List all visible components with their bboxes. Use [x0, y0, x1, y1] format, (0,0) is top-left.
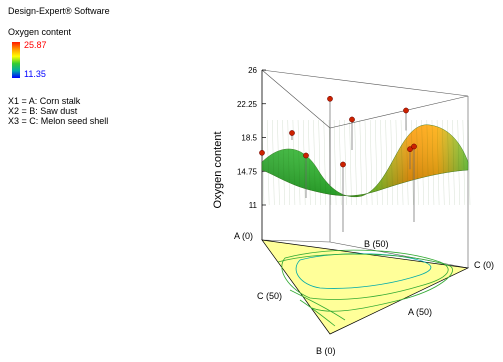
mesh-line — [380, 119, 383, 206]
z-tick-label: 18.5 — [241, 134, 257, 143]
mesh-line — [411, 119, 414, 206]
z-axis-label: Oxygen content — [212, 131, 224, 208]
legend-title: Oxygen content — [8, 27, 72, 37]
mesh-line — [359, 119, 362, 206]
mesh-line — [385, 119, 388, 206]
mesh-line — [344, 119, 347, 206]
design-point — [327, 95, 333, 102]
mesh-line — [452, 119, 455, 206]
mesh-line — [370, 119, 373, 206]
design-point — [259, 149, 265, 156]
z-tick-label: 11 — [249, 201, 258, 210]
mesh-line — [447, 119, 450, 206]
factor-list: X1 = A: Corn stalk X2 = B: Saw dust X3 =… — [8, 96, 108, 126]
z-tick-label: 26 — [248, 66, 257, 75]
mesh-line — [287, 119, 290, 206]
design-point — [289, 130, 295, 136]
mesh-line — [313, 119, 316, 206]
design-point — [403, 107, 409, 114]
mesh-line — [277, 119, 280, 206]
mesh-line — [272, 119, 275, 206]
vertex-label-a0: A (0) — [234, 231, 253, 241]
z-tick-label: 14.75 — [237, 167, 258, 176]
mesh-line — [400, 119, 404, 206]
mesh-line — [426, 119, 429, 206]
software-label: Design-Expert® Software — [8, 6, 110, 16]
mesh-line — [303, 119, 306, 206]
vertex-label-c50: C (50) — [257, 291, 282, 301]
mesh-line — [431, 119, 435, 206]
mesh-line — [375, 119, 378, 206]
legend-low-value: 11.35 — [24, 69, 46, 79]
mesh-line — [462, 119, 465, 206]
factor-x1: X1 = A: Corn stalk — [8, 96, 81, 106]
mesh-line — [354, 119, 357, 206]
design-point — [407, 146, 413, 153]
vertex-label-c0: C (0) — [474, 260, 494, 270]
mesh-line — [406, 119, 409, 206]
mesh-line — [421, 119, 424, 206]
mesh-line — [339, 119, 342, 206]
legend-panel: Design-Expert® Software Oxygen content — [8, 6, 110, 38]
mesh-line — [323, 119, 326, 206]
factor-x2: X2 = B: Saw dust — [8, 106, 78, 116]
mesh-line — [282, 119, 285, 206]
design-point-stems-front — [259, 95, 417, 232]
vertex-label-b0: B (0) — [316, 346, 336, 356]
design-point — [340, 161, 346, 168]
mesh-line — [390, 119, 393, 206]
surface-mesh — [261, 119, 471, 206]
mesh-line — [416, 119, 419, 206]
mesh-line — [395, 119, 399, 206]
legend-high-value: 25.87 — [24, 40, 47, 50]
factor-x3: X3 = C: Melon seed shell — [8, 116, 109, 126]
design-point — [411, 143, 417, 150]
mesh-line — [457, 119, 460, 206]
mesh-line — [318, 119, 321, 206]
mesh-line — [308, 119, 311, 206]
design-point — [303, 152, 309, 159]
contour-lines — [277, 249, 453, 327]
mesh-line — [349, 119, 352, 206]
vertex-label-b50: B (50) — [364, 239, 389, 249]
mesh-line — [442, 119, 445, 206]
mesh-line — [436, 119, 440, 206]
z-tick-label: 22.25 — [237, 100, 258, 109]
mesh-line — [297, 119, 301, 206]
vertex-label-a50: A (50) — [408, 307, 432, 317]
mesh-line — [364, 119, 368, 206]
mesh-line — [267, 119, 270, 206]
box-top-edges — [261, 69, 469, 129]
mesh-line — [333, 119, 337, 206]
mesh-line — [261, 119, 265, 206]
mesh-line — [467, 119, 471, 206]
color-scale-bar — [12, 42, 20, 78]
design-point — [349, 116, 355, 123]
